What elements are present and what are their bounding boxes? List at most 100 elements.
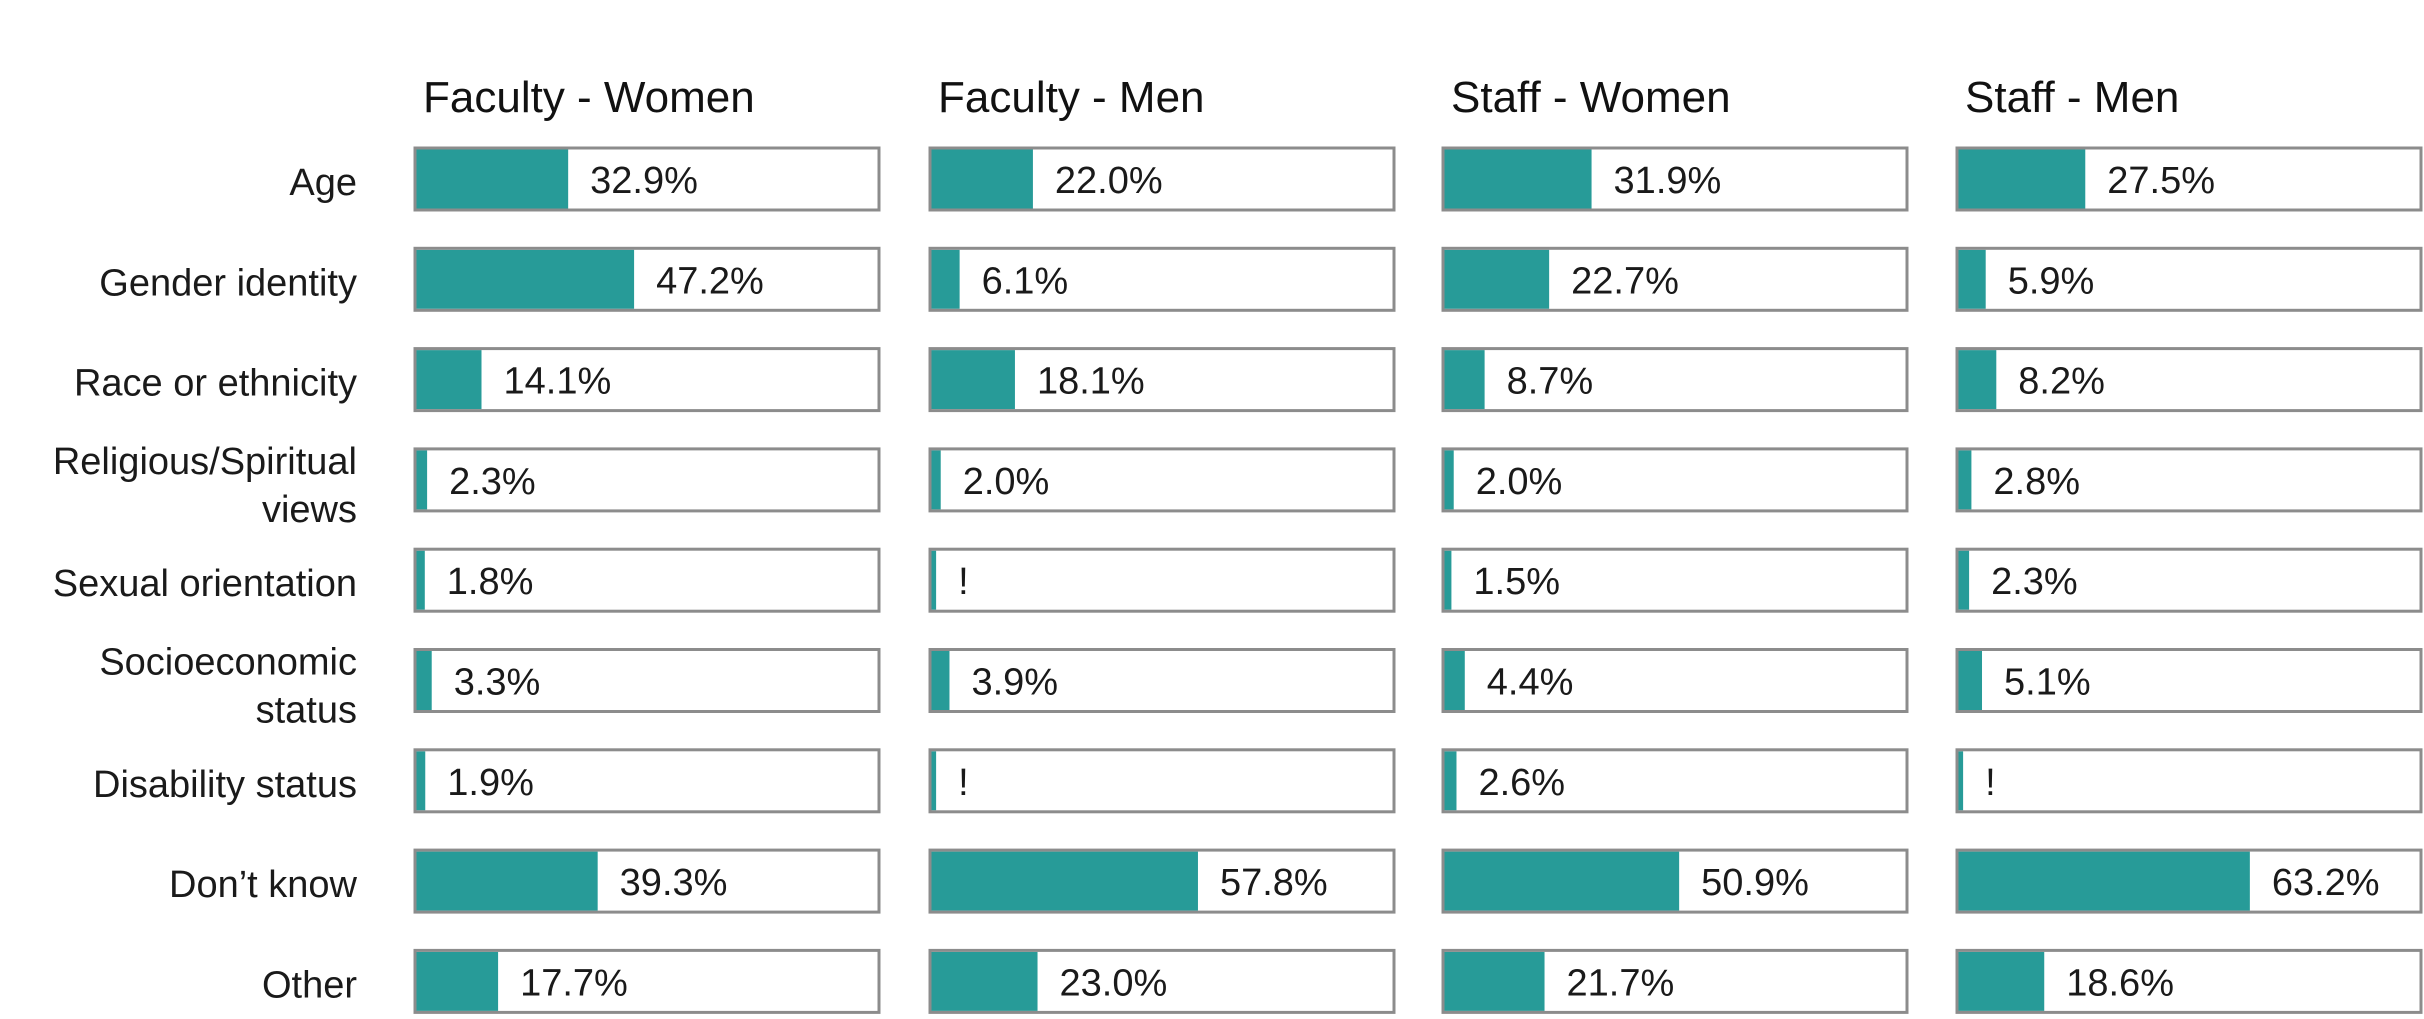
value-label: 14.1%: [504, 361, 612, 403]
bar: [931, 350, 1015, 410]
row-label: Gender identity: [99, 262, 357, 304]
row-label: Age: [289, 162, 357, 204]
bar-frame: [1441, 246, 1909, 312]
panel-title: Staff - Women: [1451, 73, 1731, 122]
bar-frame: [413, 246, 881, 312]
row-label-line: Socioeconomic: [99, 642, 357, 684]
panel-title: Faculty - Men: [938, 73, 1205, 122]
bar: [931, 951, 1038, 1011]
bar-frame: [928, 748, 1396, 814]
bar-frame: [1441, 748, 1909, 814]
bar-frame: [928, 246, 1396, 312]
row-label: Don’t know: [169, 864, 358, 906]
value-label: 63.2%: [2272, 862, 2380, 904]
bar-frame: [928, 948, 1396, 1014]
bar: [931, 851, 1198, 911]
value-label: 2.3%: [449, 461, 536, 503]
bar: [416, 751, 426, 811]
bar-frame: [1955, 748, 2423, 814]
bar: [1958, 951, 2045, 1011]
bar-frame: [1955, 948, 2423, 1014]
bar-frame: [413, 948, 881, 1014]
row-label: Sexual orientation: [53, 563, 357, 605]
value-label: 1.5%: [1473, 561, 1560, 603]
bar: [1444, 149, 1592, 209]
row-label: Socioeconomic status: [99, 642, 357, 732]
panel-title: Faculty - Women: [423, 73, 755, 122]
bar: [1444, 350, 1485, 410]
value-label: 57.8%: [1220, 862, 1328, 904]
bar-frame: [928, 447, 1396, 513]
bar: [1444, 751, 1457, 811]
row-label-line: status: [256, 690, 357, 732]
value-label: 18.1%: [1037, 361, 1145, 403]
bar: [1444, 550, 1452, 610]
value-label: 2.3%: [1991, 561, 2078, 603]
bar-frame: [1441, 447, 1909, 513]
bar: [1444, 651, 1465, 710]
bar-frame: [413, 146, 881, 212]
bar: [931, 450, 941, 510]
bar: [1958, 851, 2250, 911]
row-label: Race or ethnicity: [74, 363, 357, 405]
bar: [1444, 450, 1454, 510]
bar-frame: [1441, 848, 1909, 914]
bar-frame: [413, 848, 881, 914]
bar-frame: [1441, 547, 1909, 613]
panel-title: Staff - Men: [1965, 73, 2179, 122]
bar-frame: [928, 547, 1396, 613]
bar-frame: [1441, 146, 1909, 212]
value-label: 5.9%: [2008, 260, 2095, 302]
bar: [416, 851, 598, 911]
bar-frame: [413, 748, 881, 814]
value-label: 27.5%: [2107, 160, 2215, 202]
bar: [931, 249, 960, 309]
bar: [1958, 249, 1986, 309]
value-label: 31.9%: [1614, 160, 1722, 202]
value-label: 17.7%: [520, 962, 628, 1004]
bar-frame: [928, 848, 1396, 914]
value-label: !: [1985, 762, 1996, 804]
bar-frame: [413, 648, 881, 713]
value-label: 3.3%: [454, 662, 541, 704]
value-label: 50.9%: [1701, 862, 1809, 904]
value-label: 2.8%: [1993, 461, 2080, 503]
row-label: Other: [262, 964, 357, 1006]
value-label: 2.0%: [1476, 461, 1563, 503]
bar-frame: [1441, 948, 1909, 1014]
bar: [931, 751, 937, 811]
bar-frame: [1955, 547, 2423, 613]
bar-frame: [1955, 848, 2423, 914]
bar-frame: [1955, 347, 2423, 413]
bar: [416, 249, 635, 309]
bar-frame: [1441, 347, 1909, 413]
bar: [1958, 651, 1983, 710]
value-label: 5.1%: [2004, 662, 2091, 704]
bar: [416, 951, 499, 1011]
bar-frame: [928, 648, 1396, 713]
value-label: 2.6%: [1478, 762, 1565, 804]
bar-frame: [1955, 447, 2423, 513]
value-label: 23.0%: [1060, 962, 1168, 1004]
row-label-line: views: [262, 489, 357, 531]
value-label: !: [958, 561, 969, 603]
bar: [1958, 550, 1970, 610]
bar: [1958, 751, 1964, 811]
bar: [1958, 350, 1997, 410]
bar: [416, 350, 482, 410]
value-label: 4.4%: [1487, 662, 1574, 704]
row-label: Disability status: [93, 764, 357, 806]
bar: [1958, 149, 2086, 209]
bar-frame: [928, 146, 1396, 212]
value-label: 22.0%: [1055, 160, 1163, 202]
value-label: 47.2%: [656, 260, 764, 302]
row-label-line: Religious/Spiritual: [53, 441, 357, 483]
value-label: !: [958, 762, 969, 804]
value-label: 21.7%: [1567, 962, 1675, 1004]
value-label: 1.9%: [447, 762, 534, 804]
bar: [931, 651, 950, 710]
bar: [1958, 450, 1972, 510]
value-label: 2.0%: [963, 461, 1050, 503]
bar: [416, 149, 569, 209]
